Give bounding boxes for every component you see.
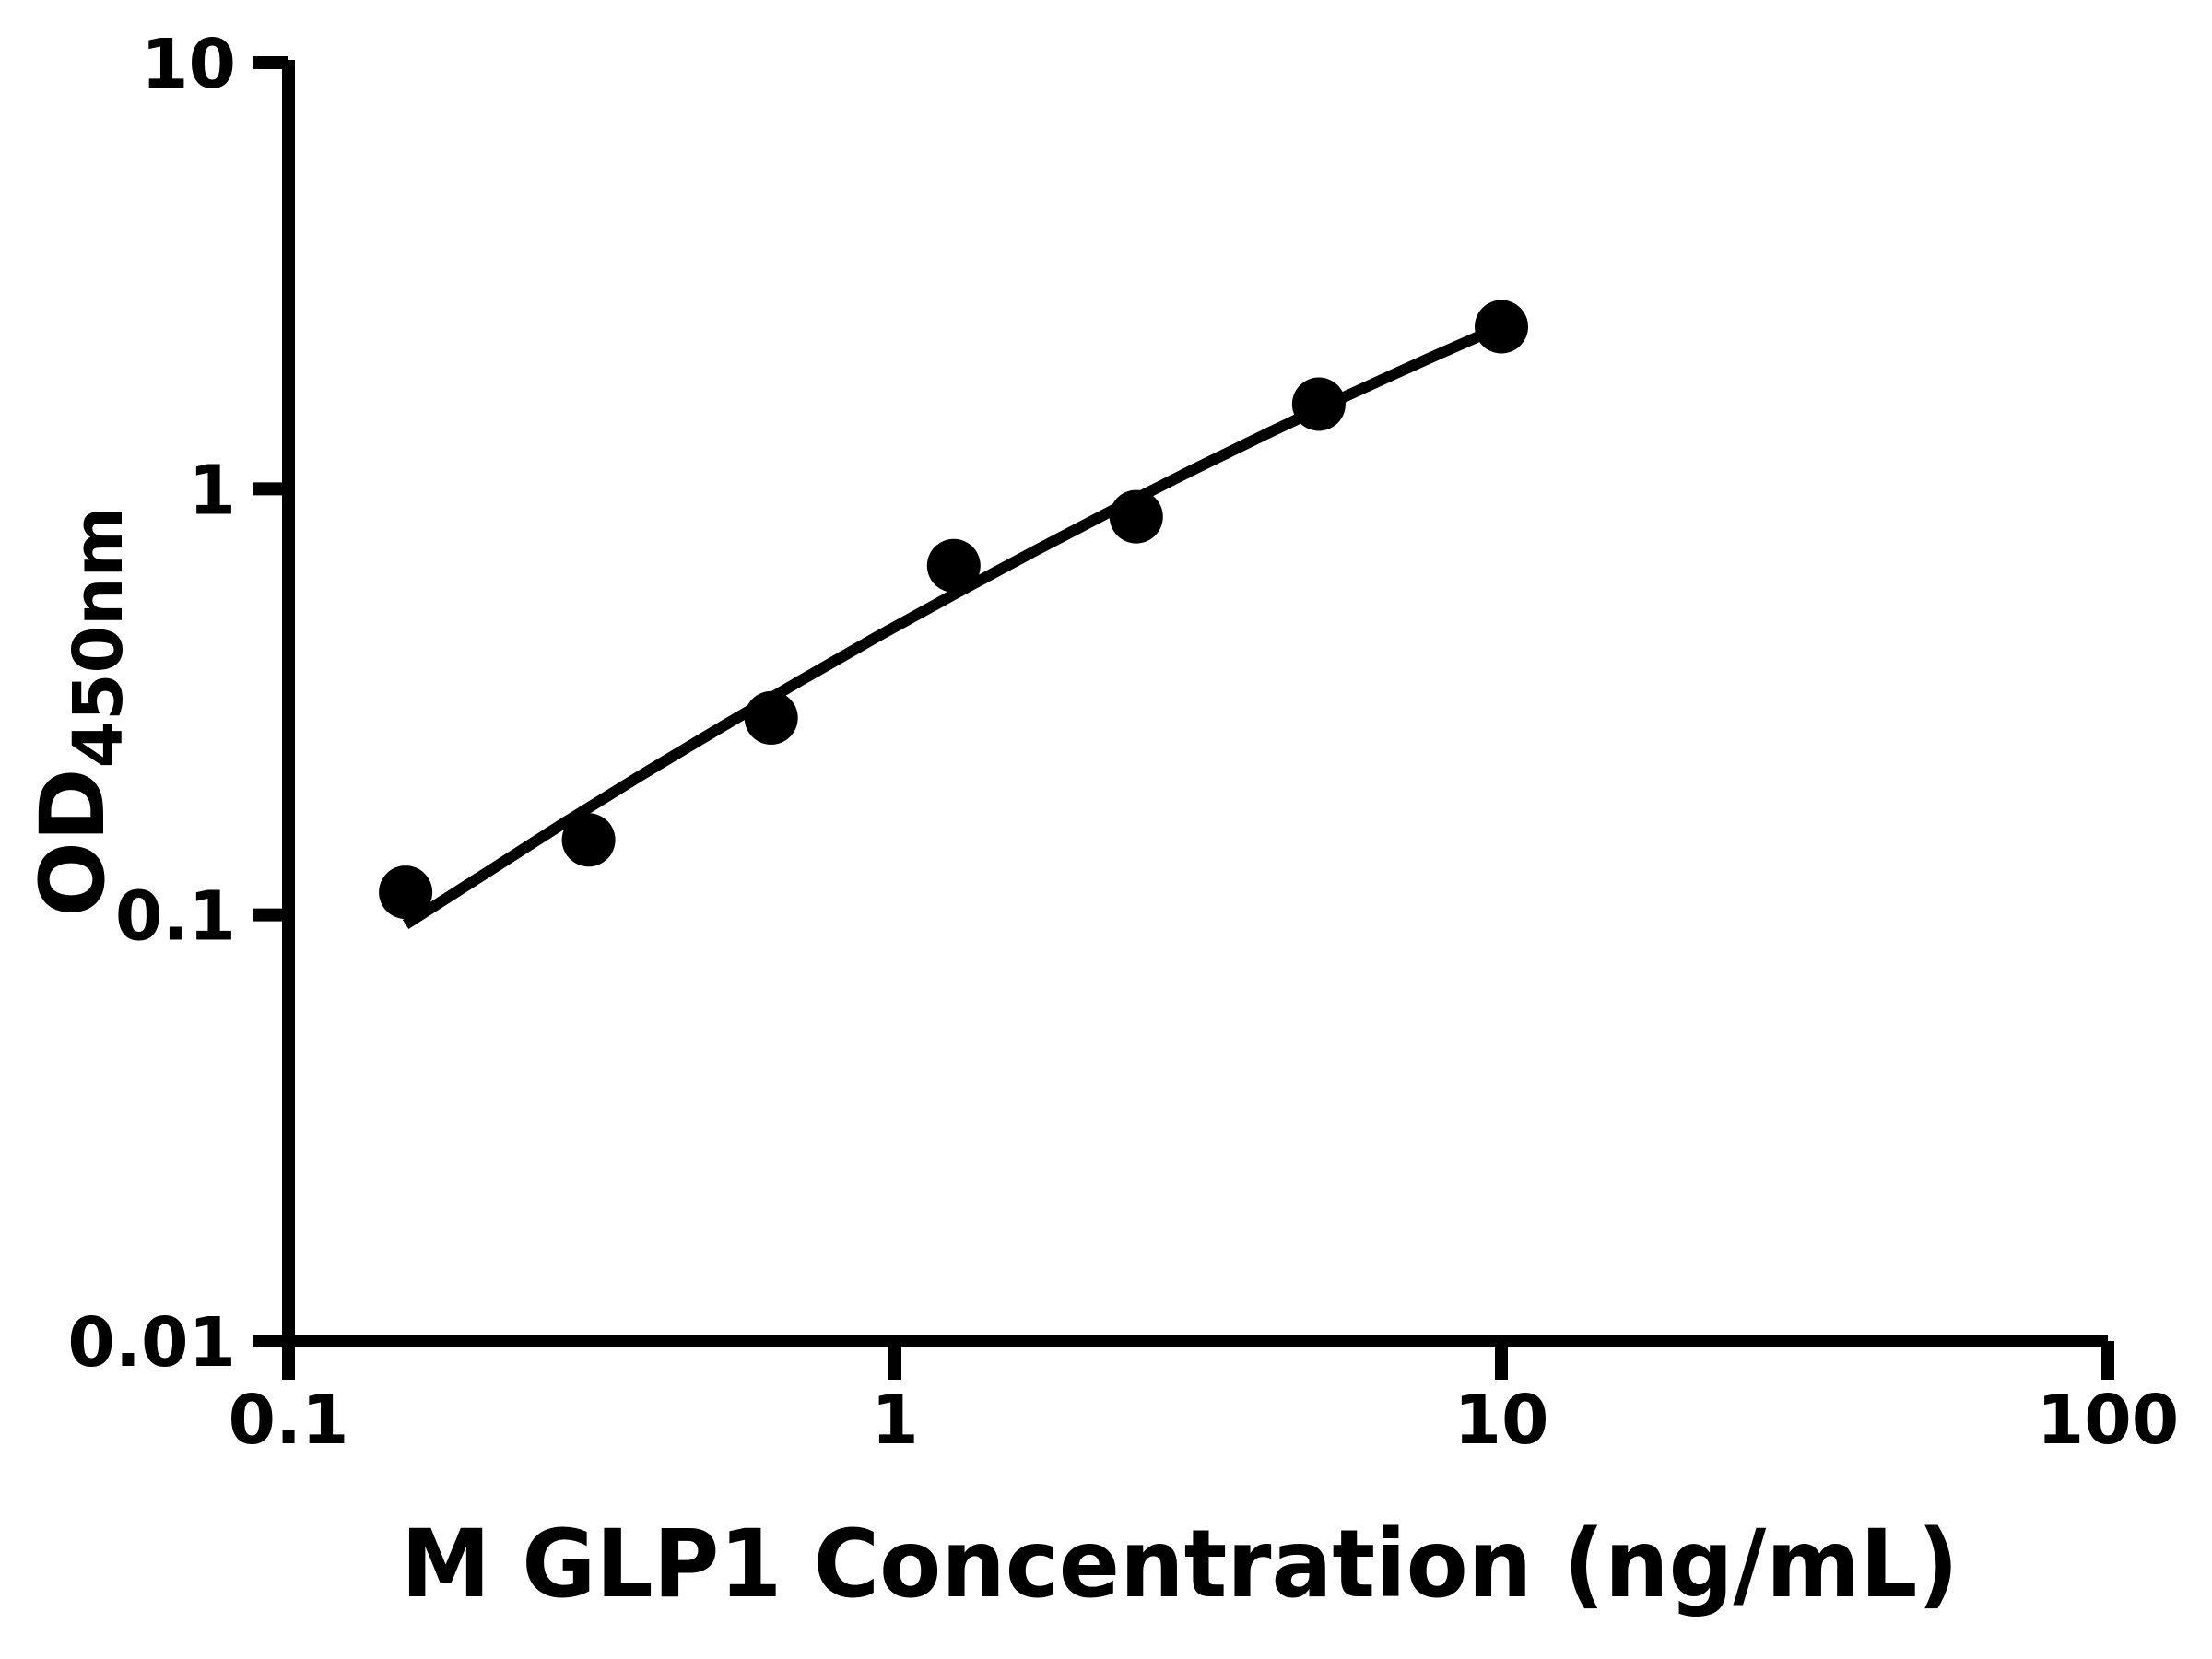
y-axis-title: OD450nm xyxy=(21,506,138,917)
data-point-marker xyxy=(926,538,981,593)
x-tick-label: 1 xyxy=(871,1381,919,1460)
axes xyxy=(282,60,2108,1347)
data-point-marker xyxy=(1109,489,1163,544)
y-tick-label: 1 xyxy=(189,451,237,530)
y-tick-label: 0.1 xyxy=(115,877,236,957)
y-axis-title-subscript: 450nm xyxy=(59,506,138,768)
y-tick-label: 10 xyxy=(141,25,236,104)
y-axis-title-main: OD xyxy=(21,768,124,916)
y-tick-label: 0.01 xyxy=(67,1303,236,1382)
data-point-marker xyxy=(561,813,616,867)
x-axis-title: M GLP1 Concentration (ng/mL) xyxy=(401,1510,1959,1619)
x-tick-label: 0.1 xyxy=(228,1381,348,1460)
x-tick-label: 10 xyxy=(1454,1381,1549,1460)
x-tick-label: 100 xyxy=(2037,1381,2179,1460)
data-point-marker xyxy=(1475,300,1528,354)
data-point-marker xyxy=(379,865,433,920)
data-points xyxy=(379,300,1528,920)
tick-marks xyxy=(253,56,2114,1380)
data-point-marker xyxy=(1291,377,1346,431)
data-point-marker xyxy=(744,690,798,745)
